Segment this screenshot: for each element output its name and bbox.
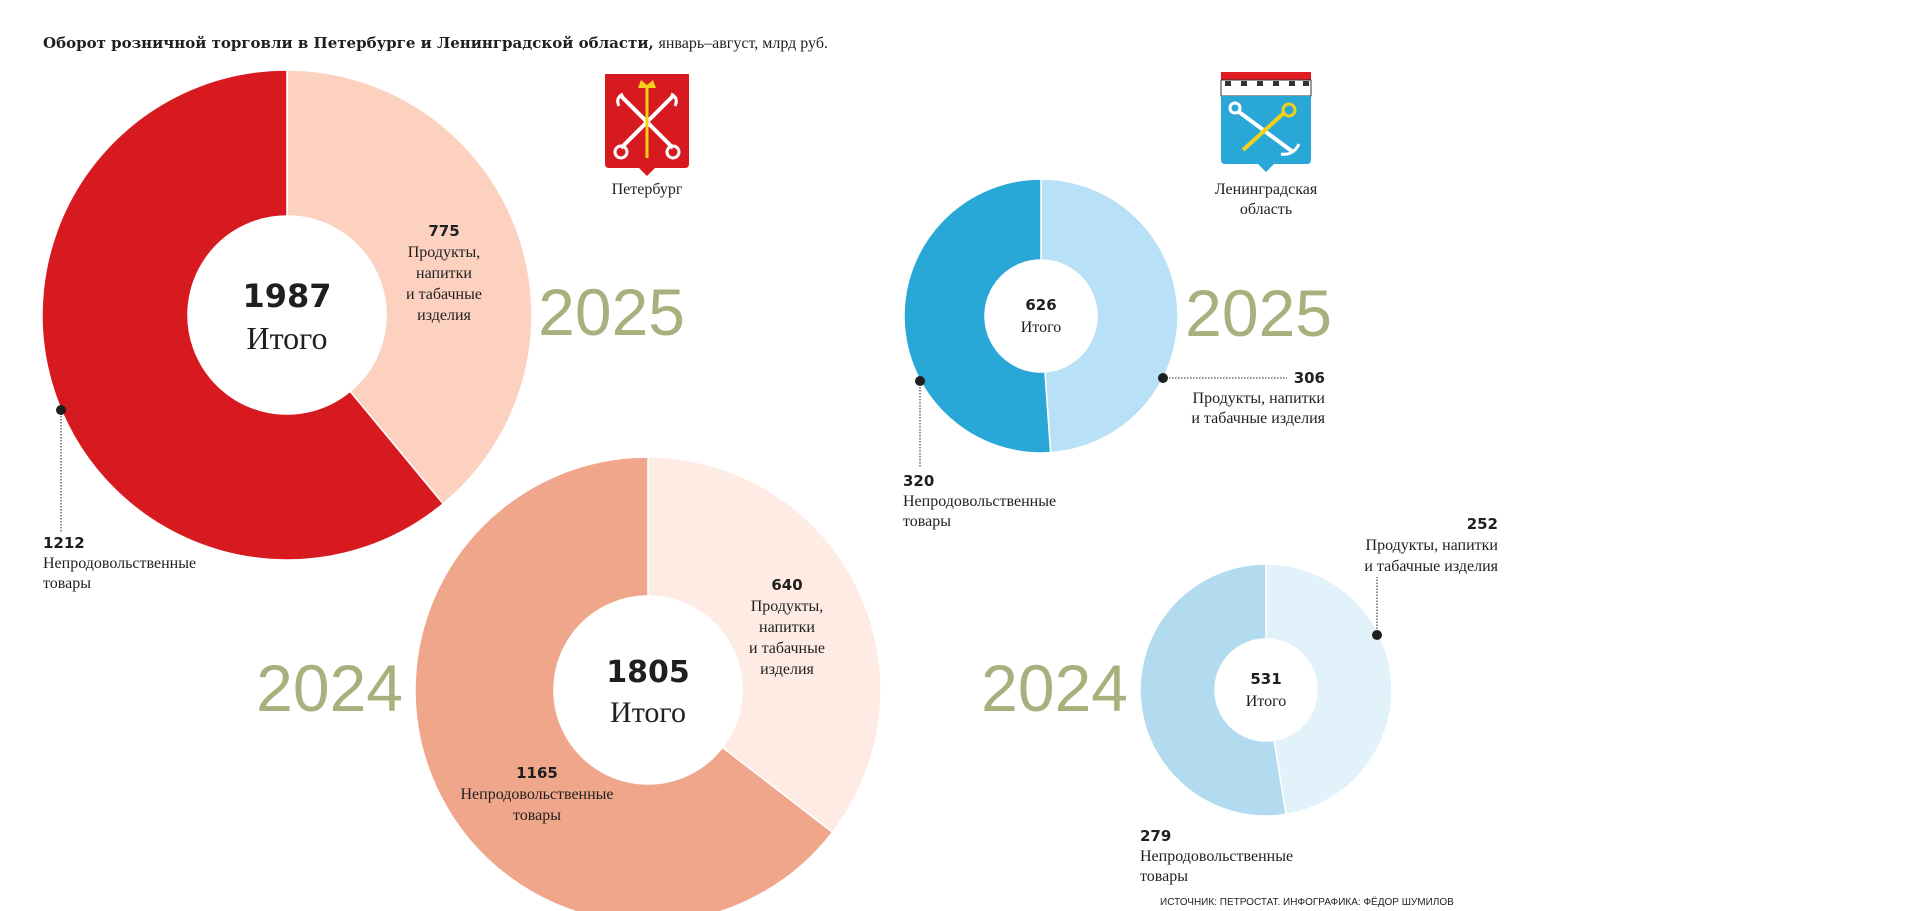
pie-2-slice-1 [647,456,882,834]
pie-2-slice-2 [414,456,834,911]
lo-region-name-line1: Ленинградская [1214,181,1318,198]
pie-2-slice-1-category-label-line-1: Продукты, [751,598,824,615]
pie-3-slice-1-value-label: 306 [1294,369,1325,387]
pie-1-total-label: Итого [247,320,328,356]
pie-1-slice-1-category-label-line-2: напитки [416,265,472,282]
pie-1-slice-2-category-label-line-2: товары [43,575,91,592]
pie-2-total-label: Итого [610,696,686,729]
pie-3-slice-2-leader-dot [915,376,925,386]
pie-4-slice-1-category-label-line-1: Продукты, напитки [1366,537,1499,554]
pie-3-slice-1-leader-dot [1158,373,1168,383]
pie-4-slice-2-category-label-line-2: товары [1140,868,1188,885]
pie-4: 531 Итого 2024 252 Продукты, напитки и табачн… [981,515,1498,885]
pie-1-slice-1-category-label-line-4: изделия [417,307,471,324]
pie-4-slice-1-leader-dot [1372,630,1382,640]
pie-4-year: 2024 [981,651,1128,725]
pie-3-slice-1-category-label-line-2: и табачные изделия [1191,410,1325,427]
pie-3: 626 Итого 2025 306 Продукты, напитки и табачн… [903,178,1332,530]
chart-title-sub: январь–август, млрд руб. [658,35,828,52]
pie-3-slice-2-category-label-line-1: Непродовольственные [903,493,1056,510]
pie-4-slice-2 [1139,563,1287,817]
source-note: ИСТОЧНИК: ПЕТРОСТАТ. ИНФОГРАФИКА: ФЁДОР … [1160,897,1454,908]
pie-1-total-value: 1987 [242,277,331,315]
pie-3-total-value: 626 [1025,296,1056,314]
pie-4-total-label: Итого [1246,693,1287,710]
spb-region-label: Петербург [592,180,702,200]
pie-4-total-value: 531 [1250,670,1281,688]
pie-1-slice-1-value-label: 775 [428,222,459,240]
pie-1-slice-1-category-label-line-1: Продукты, [408,244,481,261]
pie-3-total-label: Итого [1021,319,1062,336]
pie-2-slice-1-value-label: 640 [771,576,802,594]
pie-3-slice-2 [903,178,1052,454]
pie-2-slice-2-category-label-line-2: товары [513,807,561,824]
pie-2-year: 2024 [256,651,403,725]
pie-1: 1987 Итого 2025 775 Продукты, напитки и табачн… [41,69,685,592]
pie-2-slice-1-category-label-line-4: изделия [760,661,814,678]
pie-1-slice-2-category-label-line-1: Непродовольственные [43,555,196,572]
spb-crest-icon [605,74,689,176]
chart-title: Оборот розничной торговли в Петербурге и… [43,34,828,53]
spb-region-name: Петербург [611,181,683,198]
pie-3-slice-2-category-label-line-2: товары [903,513,951,530]
pie-3-slice-1-category-label-line-1: Продукты, напитки [1193,390,1326,407]
pie-1-year: 2025 [538,275,685,349]
pie-1-slice-2-leader-dot [56,405,66,415]
pie-1-slice-1-category-label-line-3: и табачные [406,286,482,303]
pie-4-slice-1-value-label: 252 [1467,515,1498,533]
pie-1-slice-2 [41,69,445,561]
lo-region-name-line2: область [1239,201,1293,218]
pie-3-slice-2-value-label: 320 [903,472,934,490]
chart-title-main: Оборот розничной торговли в Петербурге и… [43,34,654,52]
pie-3-slice-1 [1040,178,1179,454]
pie-1-slice-2-value-label: 1212 [43,534,85,552]
pie-2-slice-1-category-label-line-3: и табачные [749,640,825,657]
pie-2: 1805 Итого 2024 640 Продукты, напитки и табачн… [256,456,882,911]
pie-2-slice-2-value-label: 1165 [516,764,558,782]
pie-3-year: 2025 [1185,276,1332,350]
lo-region-label: Ленинградская область [1190,180,1342,220]
pie-4-slice-1-category-label-line-2: и табачные изделия [1364,558,1498,575]
pie-1-slice-1 [286,69,533,505]
pie-4-slice-1 [1265,563,1393,816]
pie-2-slice-2-category-label-line-1: Непродовольственные [460,786,613,803]
leningrad-region-crest-icon [1220,72,1312,172]
pie-4-slice-2-category-label-line-1: Непродовольственные [1140,848,1293,865]
pie-4-slice-2-value-label: 279 [1140,827,1171,845]
pie-2-slice-1-category-label-line-2: напитки [759,619,815,636]
pie-2-total-value: 1805 [606,655,690,690]
